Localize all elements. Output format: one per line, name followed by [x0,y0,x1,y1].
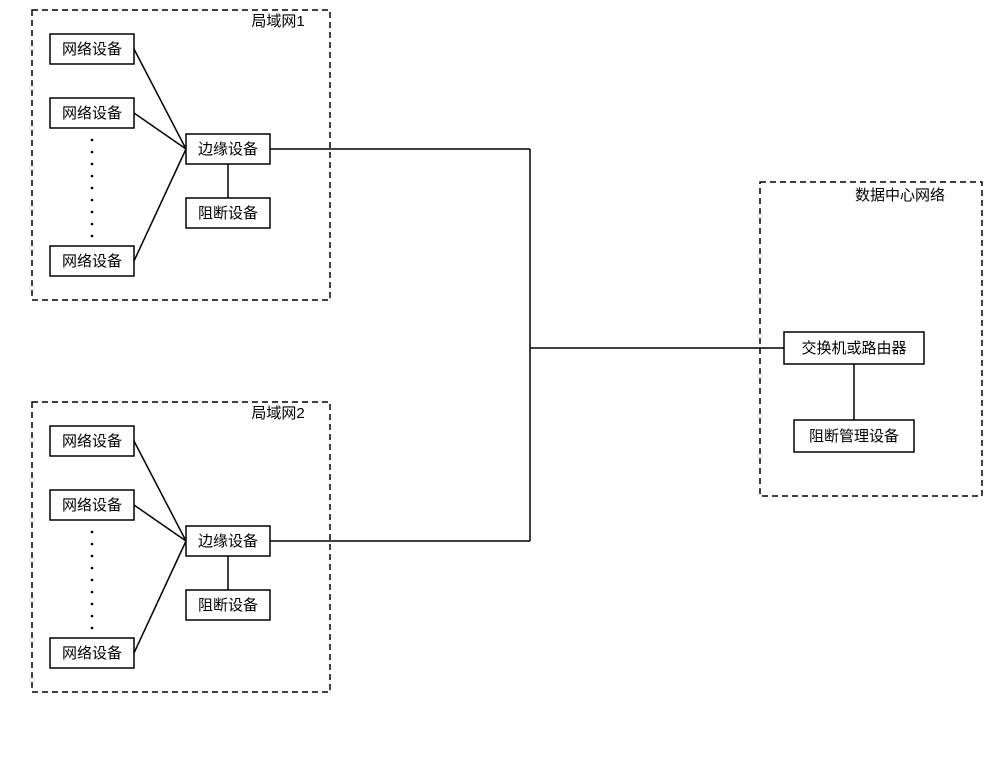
ellipsis-dot [91,199,94,202]
node-label-lan1_edge: 边缘设备 [198,141,258,158]
ellipsis-dot [91,543,94,546]
region-label-lan1: 局域网1 [251,13,304,30]
ellipsis-dot [91,211,94,214]
ellipsis-dot [91,235,94,238]
ellipsis-dot [91,627,94,630]
edge [134,505,186,541]
ellipsis-dot [91,567,94,570]
ellipsis-dot [91,579,94,582]
ellipsis-dot [91,175,94,178]
node-label-lan1_dev3: 网络设备 [62,253,122,270]
edge [134,541,186,653]
node-label-lan1_dev2: 网络设备 [62,105,122,122]
node-label-lan1_dev1: 网络设备 [62,41,122,58]
ellipsis-dot [91,139,94,142]
node-label-lan2_block: 阻断设备 [198,597,258,614]
node-label-dc_switch: 交换机或路由器 [801,339,906,357]
network-diagram: 局域网1局域网2数据中心网络网络设备网络设备网络设备边缘设备阻断设备网络设备网络… [0,0,1000,774]
node-label-lan2_edge: 边缘设备 [198,533,258,550]
edge [134,113,186,149]
ellipsis-dot [91,223,94,226]
ellipsis-dot [91,555,94,558]
node-label-lan2_dev3: 网络设备 [62,645,122,662]
ellipsis-dot [91,187,94,190]
node-label-lan2_dev2: 网络设备 [62,497,122,514]
ellipsis-dot [91,163,94,166]
node-label-lan1_block: 阻断设备 [198,205,258,222]
region-label-dc: 数据中心网络 [855,187,945,204]
ellipsis-dot [91,531,94,534]
ellipsis-dot [91,615,94,618]
region-label-lan2: 局域网2 [251,405,304,422]
ellipsis-dot [91,591,94,594]
ellipsis-dot [91,603,94,606]
node-label-lan2_dev1: 网络设备 [62,433,122,450]
edge [134,441,186,541]
edge [134,49,186,149]
ellipsis-dot [91,151,94,154]
node-label-dc_mgmt: 阻断管理设备 [809,428,899,445]
edge [134,149,186,261]
